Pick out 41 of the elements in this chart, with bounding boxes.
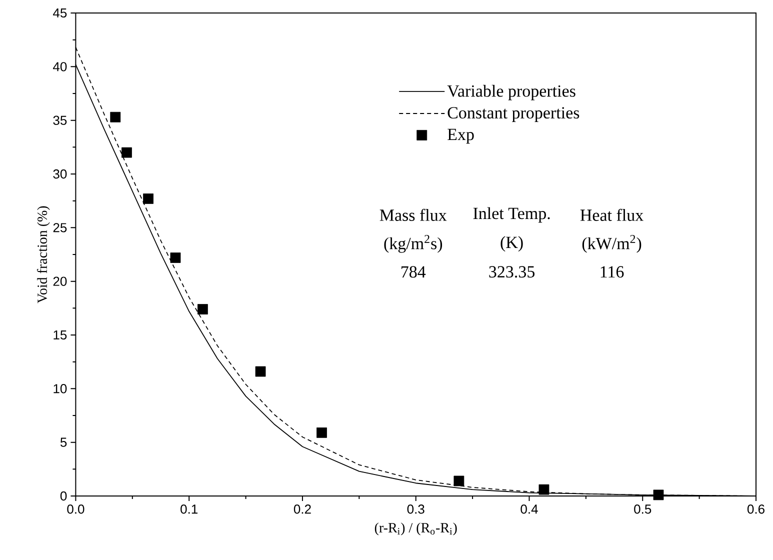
annotation: Heat flux (580, 208, 644, 221)
annotation: (kW/m$^{2}$) (582, 234, 642, 253)
y-tick-label: 15 (54, 330, 67, 340)
x-tick-label: 0.3 (407, 504, 424, 514)
y-tick-label: 20 (53, 276, 67, 286)
point (122, 147, 132, 158)
point (454, 476, 464, 486)
point (255, 366, 266, 377)
y-tick-label: 40 (53, 62, 67, 72)
legend-label: Constant properties (448, 107, 580, 122)
annotation: 323.35 (489, 266, 534, 278)
point (170, 252, 181, 263)
legend-label: Exp (448, 128, 474, 144)
y-tick-label: 25 (53, 223, 67, 232)
annotation: (kg/m$^{2}$s) (384, 234, 442, 253)
x-axis-title: (r-R$_{i}$) / (R$_{o}$-R$_{i}$) (374, 522, 457, 536)
point (110, 112, 121, 122)
point (316, 427, 327, 438)
y-tick-label: 45 (53, 8, 67, 18)
x-tick-label: 0.4 (520, 504, 538, 514)
y-tick-label: 10 (54, 384, 67, 394)
y-axis-title: Void fraction (%) (37, 206, 50, 304)
annotation: (K) (500, 236, 523, 252)
legend-label: Variable properties (447, 84, 576, 100)
point (197, 304, 208, 314)
y-tick-label: 0 (60, 491, 67, 501)
x-tick-label: 0.6 (747, 504, 764, 514)
y-tick-label: 5 (60, 438, 67, 447)
annotation: 784 (401, 266, 426, 278)
point (538, 484, 550, 495)
y-tick-label: 35 (53, 116, 67, 125)
annotation: 116 (600, 266, 624, 278)
x-tick-label: 0.5 (634, 504, 652, 514)
annotation: Inlet Temp. (473, 207, 550, 223)
x-tick-label: 0.2 (294, 504, 311, 514)
point (143, 193, 154, 204)
x-tick-label: 0.1 (180, 504, 198, 514)
point (653, 490, 664, 500)
y-tick-label: 30 (53, 169, 67, 179)
annotation: Mass flux (380, 208, 447, 221)
x-tick-label: 0.0 (67, 504, 84, 514)
